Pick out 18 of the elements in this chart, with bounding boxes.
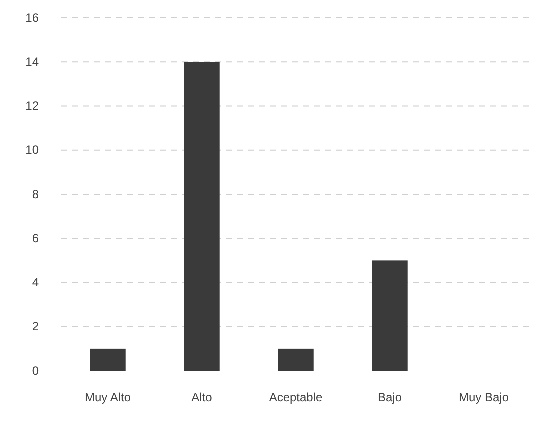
bar [90,348,126,371]
y-tick-label: 6 [32,231,40,246]
x-tick-label: Alto [192,390,213,405]
x-tick-label: Muy Alto [84,390,132,405]
y-tick-label: 14 [26,54,40,69]
y-tick-label: 12 [26,99,40,114]
bar [184,62,220,371]
x-tick-label: Bajo [378,390,402,405]
y-tick-label: 2 [32,320,40,334]
x-tick-label: Muy Bajo [458,390,510,405]
bar [372,260,408,371]
y-tick-label: 8 [32,187,40,202]
y-tick-label: 16 [26,10,40,25]
y-tick-label: 10 [26,143,40,158]
x-tick-label: Aceptable [269,390,324,405]
y-tick-label: 4 [32,276,40,290]
y-tick-label: 0 [32,364,40,378]
bar [278,348,314,371]
